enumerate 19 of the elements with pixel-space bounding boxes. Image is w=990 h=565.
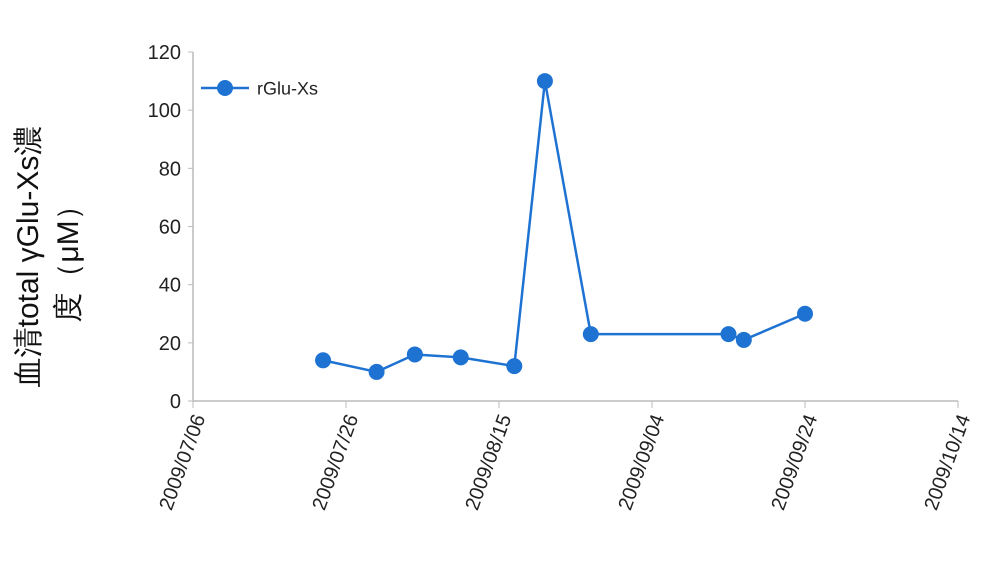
y-tick-label: 80 [158, 158, 181, 180]
point [452, 349, 469, 366]
y-axis-title: 血清total γGlu-Xs濃度（μM） [12, 126, 85, 388]
point [315, 352, 332, 368]
point [368, 364, 385, 380]
point [506, 358, 522, 374]
point [797, 306, 813, 322]
point [536, 73, 553, 90]
point [720, 326, 736, 342]
legend-label: rGlu-Xs [257, 78, 318, 98]
point [406, 346, 423, 362]
y-tick-label: 20 [158, 332, 181, 355]
y-tick-label: 120 [148, 42, 181, 64]
point [736, 332, 752, 348]
y-tick-label: 40 [158, 274, 181, 297]
y-tick-label: 100 [148, 100, 181, 122]
y-tick-label: 0 [170, 391, 181, 413]
point [582, 326, 599, 342]
y-tick-label: 60 [158, 216, 181, 238]
